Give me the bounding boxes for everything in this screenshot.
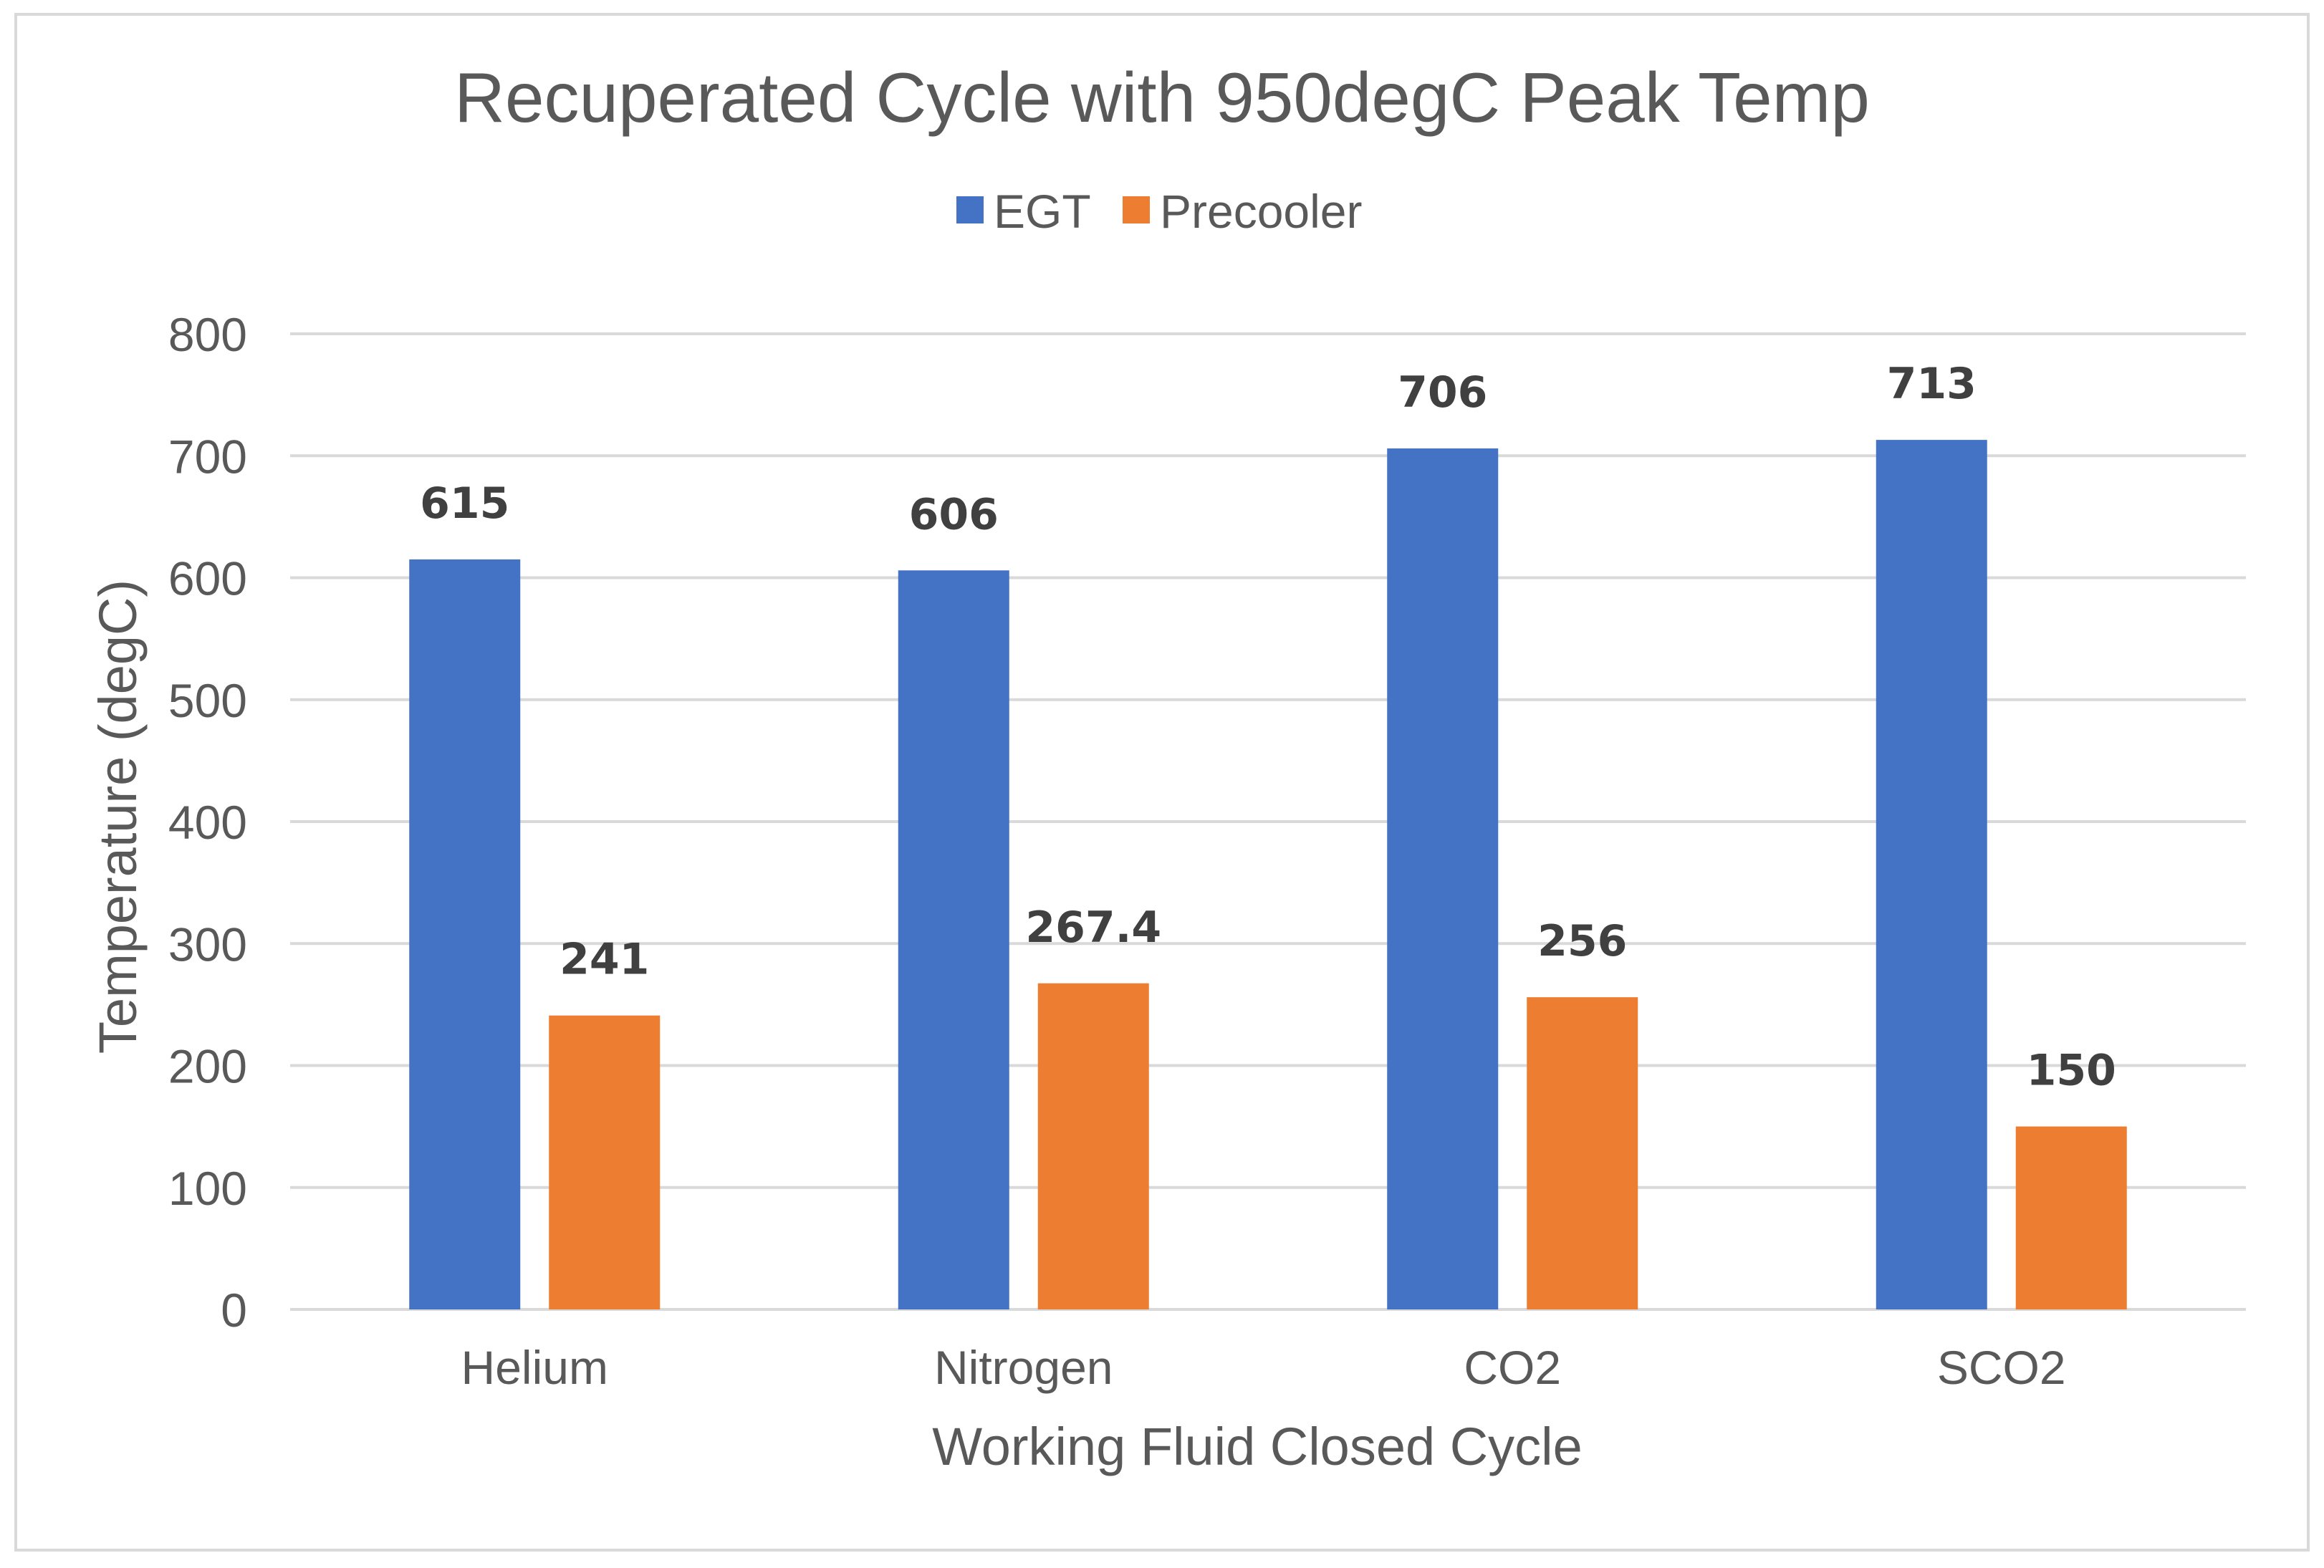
data-label-egt-sco2: 713: [1887, 359, 1977, 409]
legend-swatch-precooler: [1123, 196, 1150, 223]
y-tick-label: 300: [168, 918, 247, 971]
bar-egt-nitrogen: [898, 570, 1009, 1310]
bars: [409, 440, 2127, 1310]
legend: EGT Precooler: [956, 185, 1362, 238]
y-tick-label: 800: [168, 308, 247, 361]
y-axis-ticks: 0 100 200 300 400 500 600 700 800: [168, 308, 247, 1337]
x-category-label: Helium: [461, 1341, 608, 1394]
y-tick-label: 500: [168, 674, 247, 727]
y-tick-label: 400: [168, 796, 247, 849]
legend-label-egt: EGT: [994, 185, 1091, 238]
bar-precooler-co2: [1527, 997, 1638, 1309]
y-tick-label: 100: [168, 1162, 247, 1215]
data-label-precooler-nitrogen: 267.4: [1025, 903, 1161, 953]
x-axis-categories: Helium Nitrogen CO2 SCO2: [461, 1341, 2066, 1394]
chart-title: Recuperated Cycle with 950degC Peak Temp: [454, 58, 1870, 137]
y-tick-label: 700: [168, 430, 247, 483]
data-label-precooler-sco2: 150: [2027, 1046, 2116, 1096]
data-label-precooler-helium: 241: [560, 935, 649, 985]
data-label-egt-helium: 615: [420, 478, 509, 529]
data-label-egt-co2: 706: [1398, 367, 1487, 418]
bar-precooler-sco2: [2015, 1126, 2127, 1309]
y-axis-title: Temperature (degC): [88, 579, 148, 1054]
legend-label-precooler: Precooler: [1160, 185, 1362, 238]
y-tick-label: 200: [168, 1040, 247, 1093]
bar-egt-helium: [409, 559, 521, 1309]
x-axis-title: Working Fluid Closed Cycle: [932, 1417, 1583, 1476]
data-labels: 615 241 606 267.4 706 256 713 150: [420, 359, 2116, 1096]
bar-egt-co2: [1387, 448, 1499, 1310]
legend-swatch-egt: [956, 196, 984, 223]
bar-precooler-helium: [549, 1015, 661, 1309]
data-label-egt-nitrogen: 606: [909, 489, 999, 539]
x-category-label: SCO2: [1937, 1341, 2066, 1394]
x-category-label: CO2: [1464, 1341, 1561, 1394]
bar-precooler-nitrogen: [1037, 983, 1149, 1309]
x-category-label: Nitrogen: [934, 1341, 1113, 1394]
y-tick-label: 0: [221, 1284, 247, 1337]
bar-egt-sco2: [1876, 440, 1987, 1310]
data-label-precooler-co2: 256: [1537, 916, 1627, 966]
y-tick-label: 600: [168, 552, 247, 605]
